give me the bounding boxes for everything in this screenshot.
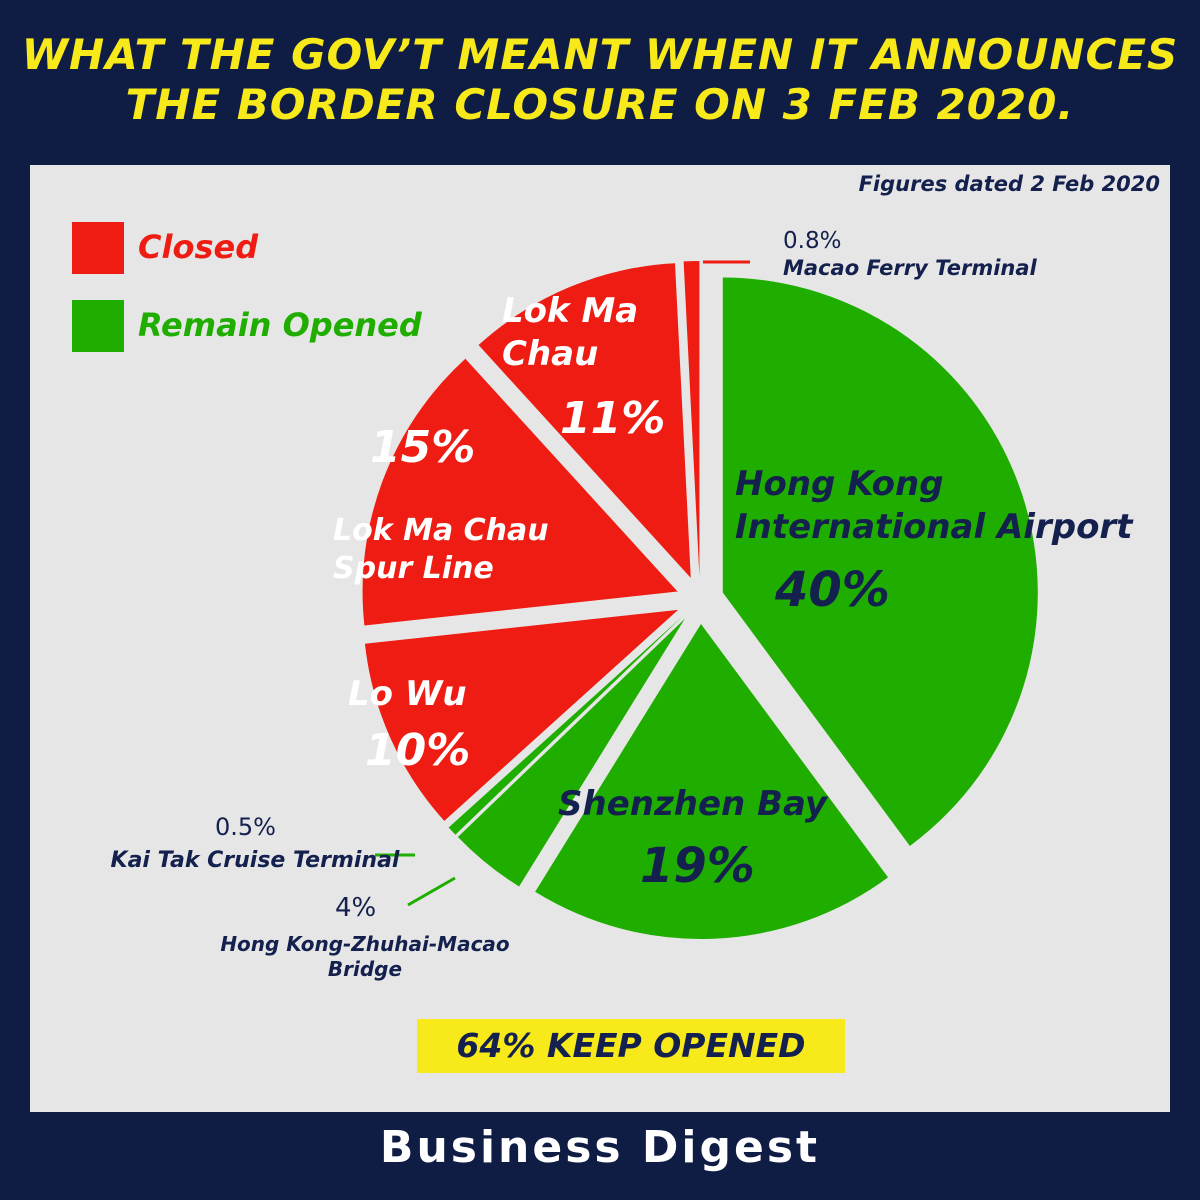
- slice: [722, 277, 1038, 846]
- slice-label: Hong Kong International Airport: [735, 464, 1133, 547]
- slice: [683, 261, 700, 577]
- slice-label: Lok Ma Chau Spur Line: [333, 513, 549, 586]
- slice: [362, 358, 678, 626]
- legend-label: Closed: [138, 228, 259, 266]
- legend-swatch: [72, 300, 124, 352]
- legend-swatch: [72, 222, 124, 274]
- slice: [457, 618, 685, 887]
- note: Figures dated 2 Feb 2020: [858, 172, 1160, 196]
- slice: [478, 263, 691, 578]
- leader-line: [407, 876, 456, 907]
- slice-label: Hong Kong-Zhuhai-Macao Bridge: [220, 932, 510, 981]
- slice-label: Kai Tak Cruise Terminal: [110, 848, 400, 873]
- value-label: 4%: [335, 893, 377, 923]
- value-label: 10%: [365, 725, 471, 776]
- value-label: 40%: [775, 562, 890, 618]
- slice-label: Lok Ma Chau: [502, 291, 639, 374]
- value-label: 11%: [560, 393, 666, 444]
- value-label: 19%: [640, 838, 755, 894]
- value-label: 15%: [370, 422, 476, 473]
- slice: [364, 609, 679, 821]
- slice: [448, 616, 683, 835]
- slice-label: Lo Wu: [348, 674, 467, 714]
- footer: Business Digest: [379, 1122, 821, 1173]
- slice-label: Shenzhen Bay: [558, 784, 828, 824]
- title: WHAT THE GOV’T MEANT WHEN IT ANNOUNCES T…: [21, 30, 1179, 129]
- value-label: 0.5%: [215, 813, 276, 841]
- slice: [535, 623, 889, 939]
- value-label: 0.8%: [783, 228, 842, 254]
- annotation: 64% KEEP OPENED: [417, 1019, 845, 1073]
- slice-label: Macao Ferry Terminal: [783, 256, 1037, 280]
- legend-label: Remain Opened: [138, 306, 422, 344]
